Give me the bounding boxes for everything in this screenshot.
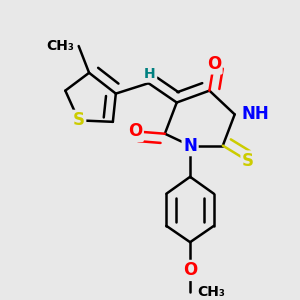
Text: N: N — [183, 136, 197, 154]
Text: O: O — [207, 55, 221, 73]
Text: CH₃: CH₃ — [46, 39, 74, 53]
Text: O: O — [183, 261, 197, 279]
Text: NH: NH — [241, 105, 269, 123]
Text: S: S — [73, 111, 85, 129]
Text: CH₃: CH₃ — [197, 285, 225, 299]
Text: O: O — [128, 122, 142, 140]
Text: H: H — [144, 67, 156, 81]
Text: S: S — [242, 152, 254, 170]
